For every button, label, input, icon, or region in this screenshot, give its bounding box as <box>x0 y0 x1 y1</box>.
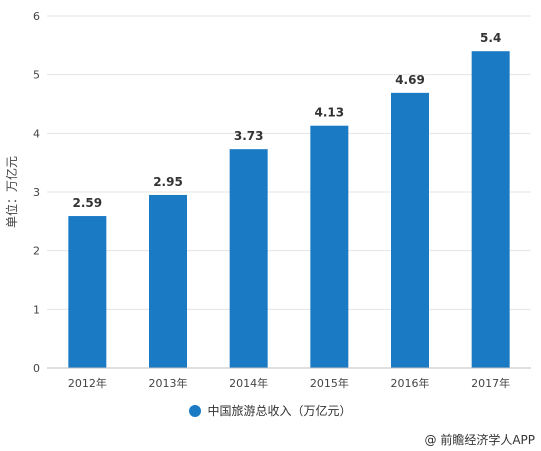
data-label: 4.13 <box>315 106 345 120</box>
data-label: 2.59 <box>73 196 103 210</box>
bar <box>471 51 510 368</box>
y-tick-label: 5 <box>33 69 40 82</box>
x-tick-label: 2016年 <box>391 376 430 390</box>
x-tick-label: 2014年 <box>229 376 268 390</box>
y-axis-label: 单位：万亿元 <box>4 156 19 228</box>
y-tick-label: 4 <box>33 127 40 140</box>
y-tick-label: 6 <box>33 10 40 23</box>
bars <box>68 51 510 368</box>
data-label: 4.69 <box>395 73 425 87</box>
y-tick-label: 0 <box>33 362 40 375</box>
legend-label: 中国旅游总收入（万亿元） <box>207 404 352 418</box>
y-axis-ticks: 0 1 2 3 4 5 6 <box>33 10 40 375</box>
y-tick-label: 2 <box>33 245 40 258</box>
x-tick-label: 2015年 <box>310 376 349 390</box>
data-label: 2.95 <box>153 175 183 189</box>
bar <box>229 149 268 368</box>
y-tick-label: 1 <box>33 303 40 316</box>
legend: 中国旅游总收入（万亿元） <box>0 402 541 419</box>
data-labels: 2.59 2.95 3.73 4.13 4.69 5.4 <box>73 31 502 210</box>
legend-marker <box>189 405 202 417</box>
data-label: 5.4 <box>480 31 501 45</box>
x-axis-ticks: 2012年 2013年 2014年 2015年 2016年 2017年 <box>68 376 510 390</box>
data-label: 3.73 <box>234 129 264 143</box>
bar <box>149 194 187 368</box>
x-tick-label: 2017年 <box>471 376 510 390</box>
bar <box>68 216 107 368</box>
x-tick-label: 2013年 <box>149 376 188 390</box>
y-tick-label: 3 <box>33 186 40 199</box>
bar <box>310 125 349 368</box>
gridlines <box>47 15 531 310</box>
bar <box>391 92 429 368</box>
source-credit: @ 前瞻经济学人APP <box>424 433 536 447</box>
x-tick-label: 2012年 <box>68 376 107 390</box>
